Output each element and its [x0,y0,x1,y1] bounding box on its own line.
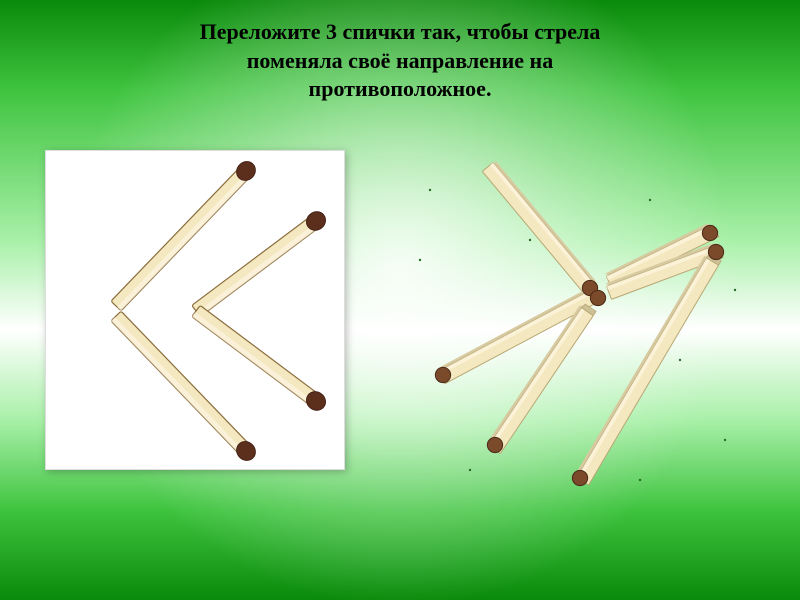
left-arrow-svg [46,151,346,471]
title-line-3: противоположное. [50,75,750,104]
title-line-2: поменяла своё направление на [50,47,750,76]
puzzle-title: Переложите 3 спички так, чтобы стрела по… [50,18,750,104]
right-arrow-svg [380,140,760,540]
title-line-1: Переложите 3 спички так, чтобы стрела [50,18,750,47]
right-solution-panel [380,140,760,540]
left-puzzle-panel [45,150,345,470]
